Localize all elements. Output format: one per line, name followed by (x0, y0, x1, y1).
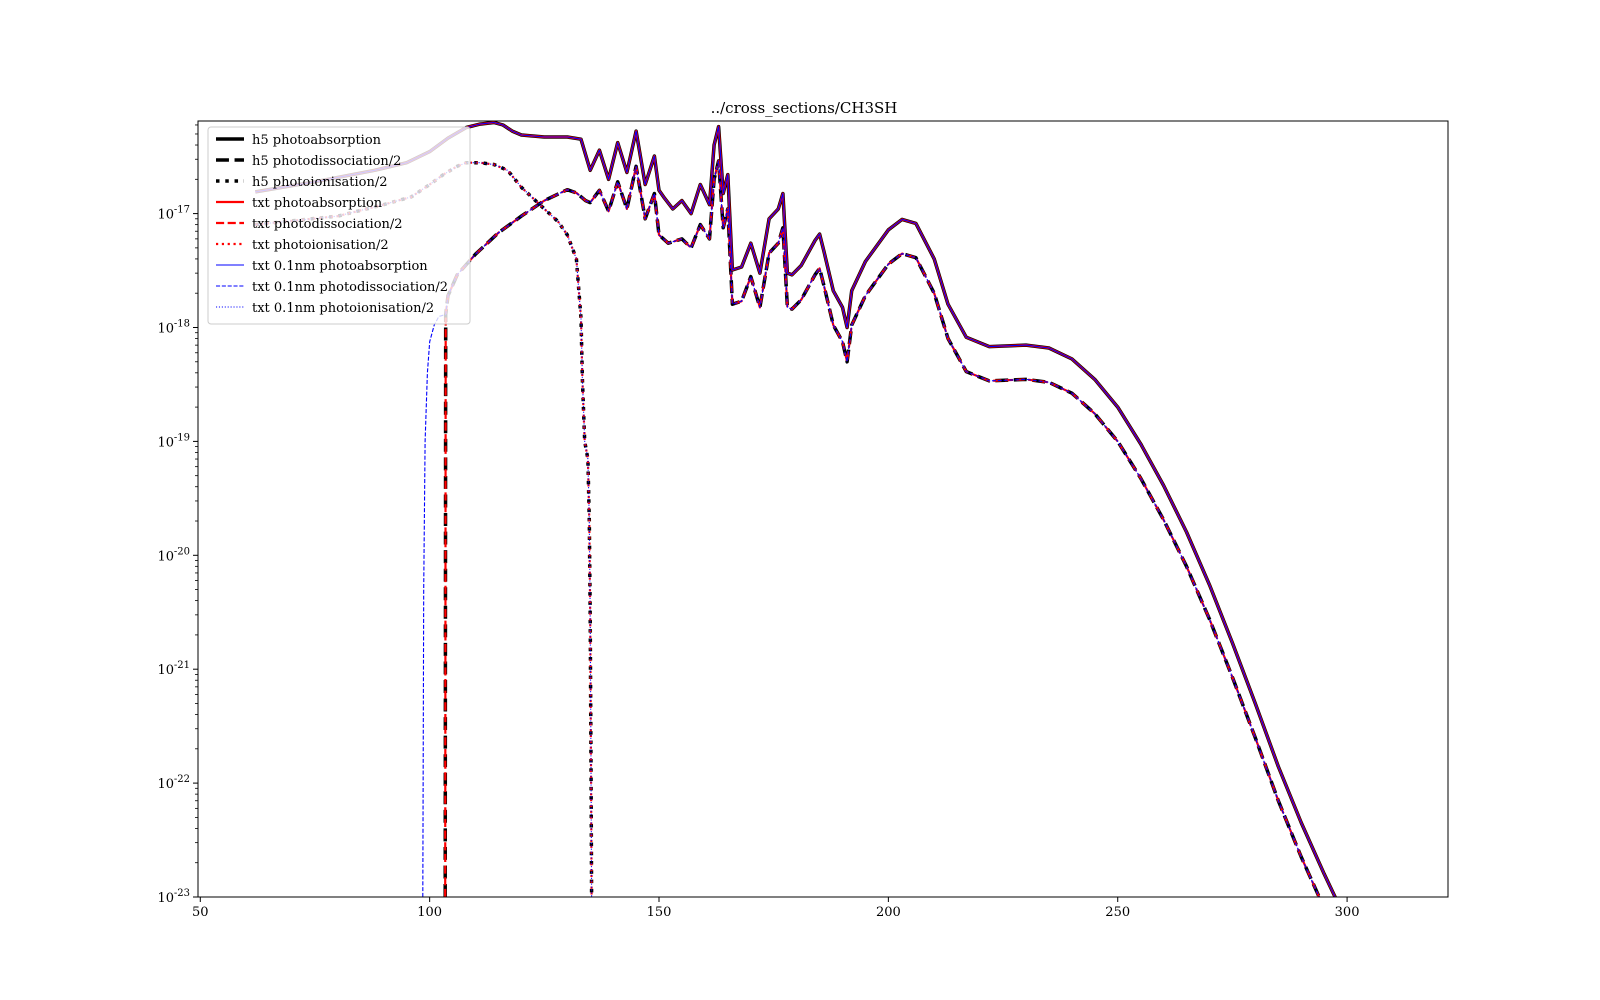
y-tick-exponent: -22 (174, 774, 190, 785)
y-tick-exponent: -21 (174, 660, 190, 671)
series-line-h5-photodissociation-2 (443, 159, 1322, 897)
legend-label-txt-photoionisation-2: txt photoionisation/2 (252, 238, 389, 253)
y-tick-label: 10 (157, 208, 174, 223)
x-axis: 50 100 150 200 250 300 (192, 897, 1359, 920)
y-tick-label: 10 (157, 321, 174, 336)
y-tick-exponent: -17 (174, 205, 190, 216)
legend-label-txt-0-1nm-photoionisation-2: txt 0.1nm photoionisation/2 (252, 301, 434, 316)
legend-label-txt-photodissociation-2: txt photodissociation/2 (252, 217, 403, 232)
y-tick-exponent: -19 (174, 432, 190, 443)
legend: h5 photoabsorption h5 photodissociation/2… (207, 126, 471, 325)
legend-box (207, 126, 471, 325)
y-tick-exponent: -23 (174, 888, 190, 899)
y-tick-exponent: -18 (174, 318, 190, 329)
y-tick-label: 10 (157, 549, 174, 564)
series-line-txt-photodissociation-2 (444, 159, 1321, 897)
chart-title: ../cross_sections/CH3SH (711, 99, 898, 117)
series-line-txt-0-1nm-photoabsorption (255, 121, 1336, 897)
y-tick-label: 10 (157, 663, 174, 678)
x-tick-label: 50 (192, 905, 209, 920)
y-tick-label: 10 (157, 777, 174, 792)
x-tick-label: 300 (1335, 905, 1360, 920)
legend-label-txt-photoabsorption: txt photoabsorption (252, 196, 383, 211)
series-line-txt-0-1nm-photoionisation-2 (255, 162, 593, 897)
legend-label-txt-0-1nm-photoabsorption: txt 0.1nm photoabsorption (252, 259, 428, 274)
legend-label-h5-photoabsorption: h5 photoabsorption (252, 133, 382, 148)
series-line-txt-0-1nm-photodissociation-2 (422, 160, 1320, 897)
legend-label-h5-photodissociation-2: h5 photodissociation/2 (252, 154, 401, 169)
y-tick-label: 10 (157, 891, 174, 906)
legend-label-h5-photoionisation-2: h5 photoionisation/2 (252, 175, 388, 190)
legend-label-txt-0-1nm-photodissociation-2: txt 0.1nm photodissociation/2 (252, 280, 448, 295)
y-tick-label: 10 (157, 435, 174, 450)
x-tick-label: 100 (417, 905, 442, 920)
plot-frame (197, 120, 1449, 898)
y-tick-exponent: -20 (174, 546, 190, 557)
x-tick-label: 150 (647, 905, 672, 920)
x-tick-label: 200 (876, 905, 901, 920)
x-tick-label: 250 (1105, 905, 1130, 920)
